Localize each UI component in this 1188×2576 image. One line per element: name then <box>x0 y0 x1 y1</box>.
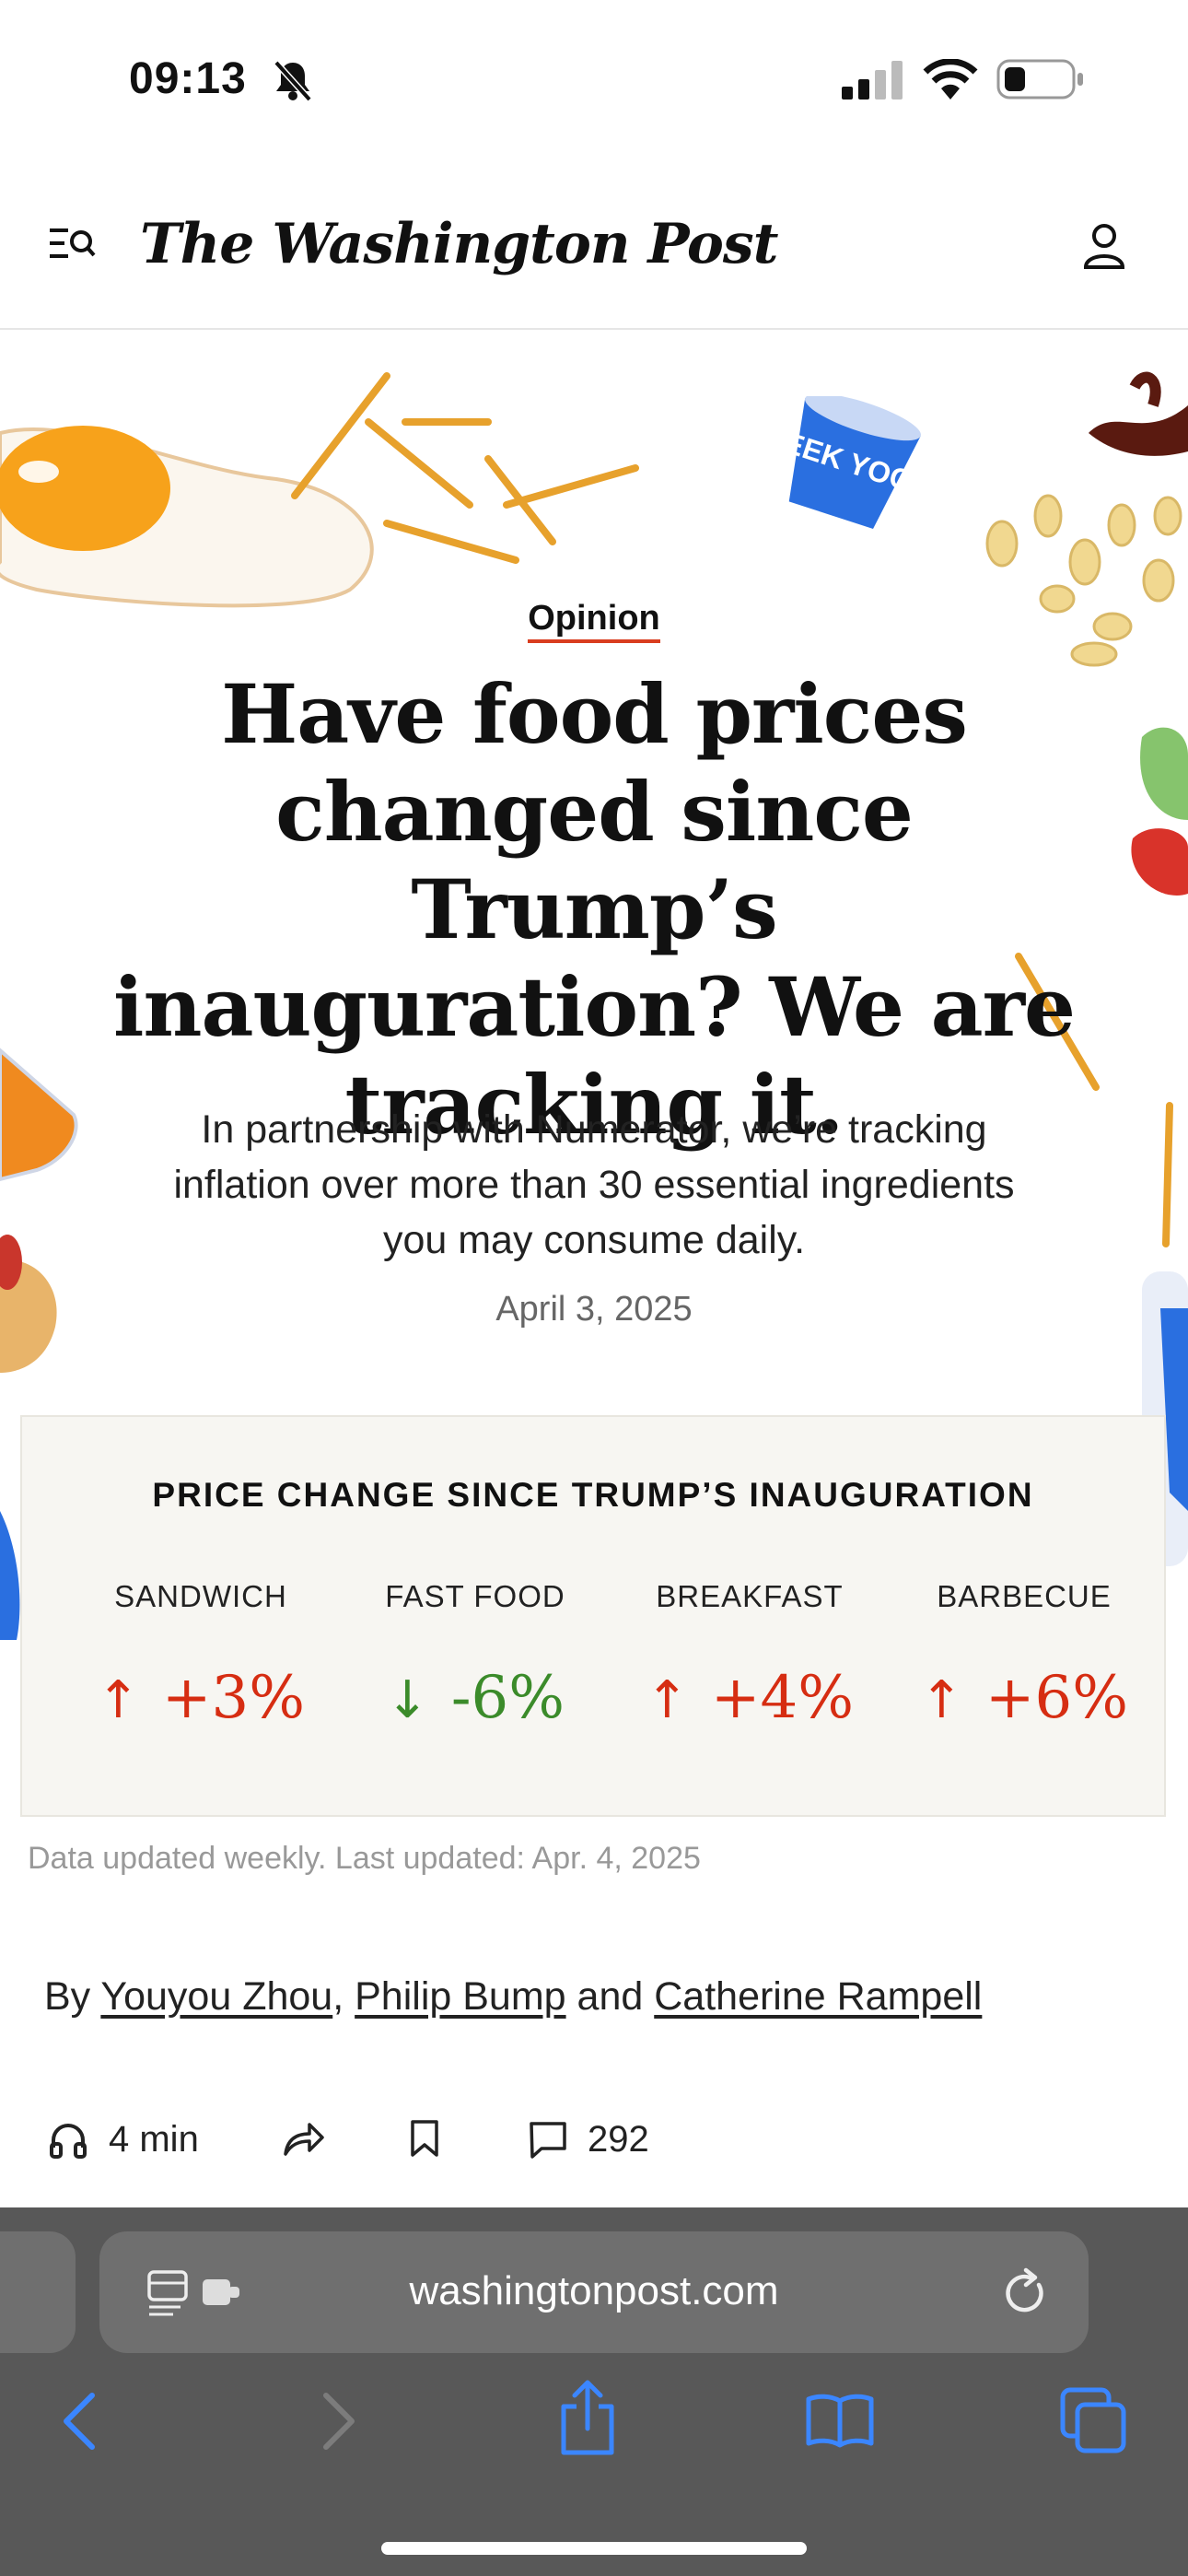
status-time: 09:13 <box>129 54 247 103</box>
author-link-catherine-rampell[interactable]: Catherine Rampell <box>654 1974 983 2019</box>
author-link-philip-bump[interactable]: Philip Bump <box>355 1974 566 2019</box>
section-label-text[interactable]: Opinion <box>528 599 660 643</box>
section-label[interactable]: Opinion <box>0 599 1188 643</box>
comments-button[interactable]: 292 <box>529 2119 649 2160</box>
menu-search-icon[interactable] <box>48 225 96 263</box>
bookmarks-book-icon[interactable] <box>805 2392 875 2449</box>
change-value: +6% <box>984 1664 1129 1732</box>
plate-edge-illustration <box>0 1511 20 1640</box>
sauce-cup-illustration <box>0 1048 78 1182</box>
up-arrow-icon: ↑ <box>96 1670 140 1730</box>
previous-tab-preview[interactable] <box>0 2231 76 2353</box>
article-date: April 3, 2025 <box>495 1290 693 1329</box>
sauce-drip-illustration <box>1089 371 1188 456</box>
byline-separator: , <box>332 1974 344 2019</box>
back-icon[interactable] <box>61 2392 98 2451</box>
change-barbecue: ↑ +6% <box>886 1664 1162 1732</box>
site-header <box>0 184 1188 330</box>
url-text[interactable]: washingtonpost.com <box>409 2268 779 2313</box>
yogurt-cup-illustration: EEK YOG <box>780 396 921 530</box>
change-value: +4% <box>710 1664 855 1732</box>
share-arrow-icon <box>284 2123 324 2156</box>
bookmark-button[interactable] <box>409 2119 440 2158</box>
byline-and: and <box>577 1974 644 2019</box>
cellular-signal-icon <box>842 61 903 100</box>
lettuce-tomato-illustration <box>1131 727 1188 896</box>
beans-illustration <box>985 494 1182 667</box>
up-arrow-icon: ↑ <box>919 1670 963 1730</box>
comment-icon <box>530 2121 566 2159</box>
down-arrow-icon: ↓ <box>385 1670 429 1730</box>
hotdog-illustration <box>0 1235 57 1373</box>
article-dek: In partnership with Numerator, we’re tra… <box>173 1107 1015 1262</box>
author-link-youyou-zhou[interactable]: Youyou Zhou <box>100 1974 333 2019</box>
silent-bell-icon <box>274 60 312 101</box>
fry-stick-illustration <box>1015 953 1173 1247</box>
reader-extension-icon[interactable] <box>146 2268 247 2316</box>
byline: By Youyou Zhou, Philip Bump and Catherin… <box>44 1974 982 2020</box>
battery-icon <box>996 59 1083 100</box>
category-barbecue: BARBECUE <box>937 1579 1112 1613</box>
headphones-icon <box>50 2123 87 2159</box>
home-indicator <box>381 2542 807 2555</box>
change-value: -6% <box>450 1664 565 1732</box>
article-headline: Have food prices changed since Trump’s i… <box>113 666 1076 1153</box>
bookmark-icon <box>411 2120 438 2157</box>
share-icon[interactable] <box>558 2379 617 2456</box>
account-icon[interactable] <box>1083 223 1125 269</box>
tabs-icon[interactable] <box>1059 2386 1127 2454</box>
category-fast-food: FAST FOOD <box>385 1579 565 1613</box>
masthead-logo[interactable]: The Washington Post <box>140 212 778 276</box>
browser-toolbar: washingtonpost.com <box>0 2207 1188 2576</box>
forward-icon[interactable] <box>320 2392 357 2451</box>
wifi-icon <box>923 59 978 100</box>
category-breakfast: BREAKFAST <box>656 1579 844 1613</box>
price-box-title: PRICE CHANGE SINCE TRUMP’S INAUGURATION <box>152 1476 1034 1514</box>
reload-icon[interactable] <box>1002 2266 1050 2318</box>
up-arrow-icon: ↑ <box>645 1670 689 1730</box>
listen-duration: 4 min <box>109 2119 199 2160</box>
change-value: +3% <box>161 1664 306 1732</box>
fried-egg-illustration <box>0 426 374 608</box>
category-sandwich: SANDWICH <box>114 1579 287 1613</box>
data-update-note: Data updated weekly. Last updated: Apr. … <box>28 1841 701 1876</box>
byline-prefix: By <box>44 1974 91 2019</box>
comment-count: 292 <box>588 2119 649 2160</box>
share-button[interactable] <box>282 2119 324 2158</box>
price-change-box: PRICE CHANGE SINCE TRUMP’S INAUGURATION … <box>20 1415 1166 1817</box>
change-fast-food: ↓ -6% <box>337 1664 613 1732</box>
change-breakfast: ↑ +4% <box>611 1664 888 1732</box>
address-bar[interactable]: washingtonpost.com <box>99 2231 1089 2353</box>
change-sandwich: ↑ +3% <box>63 1664 339 1732</box>
listen-button[interactable]: 4 min <box>48 2119 199 2160</box>
fries-illustration <box>291 372 639 564</box>
